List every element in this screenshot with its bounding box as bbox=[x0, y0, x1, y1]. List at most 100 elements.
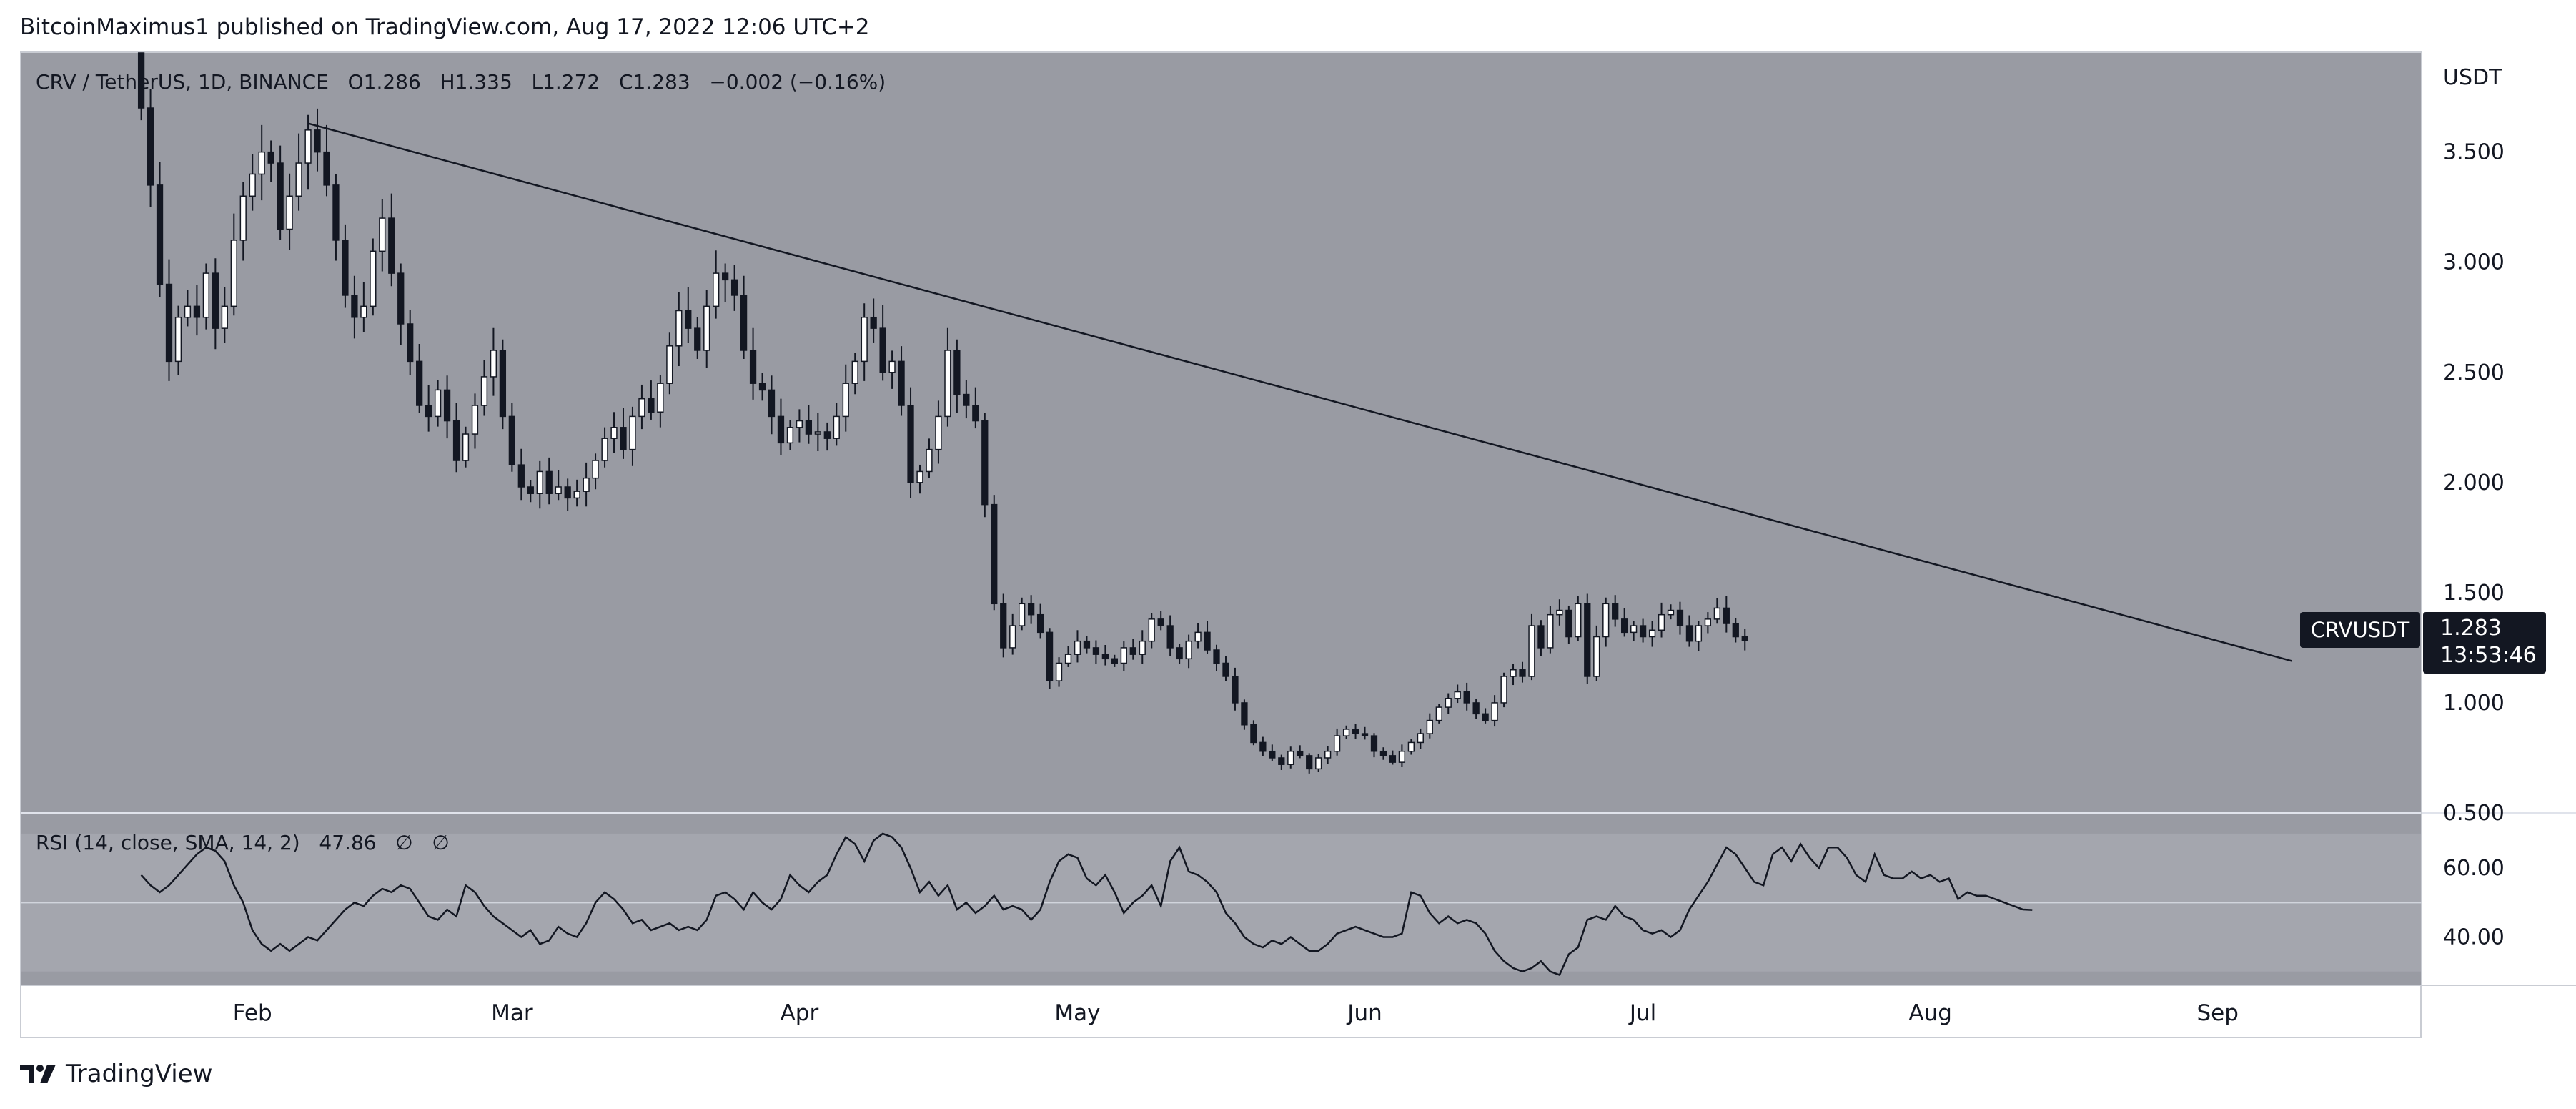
candle-down bbox=[499, 350, 507, 418]
time-axis-tick: Aug bbox=[1908, 1000, 1952, 1026]
price-axis-tick: 3.500 bbox=[2443, 140, 2505, 165]
candle-up bbox=[1630, 625, 1638, 634]
candle-up bbox=[713, 272, 720, 307]
candle-up bbox=[1055, 662, 1063, 681]
candle-up bbox=[1185, 640, 1192, 660]
candle-up bbox=[490, 350, 497, 378]
candle-down bbox=[1250, 724, 1257, 744]
candle-up bbox=[926, 448, 933, 473]
candle-down bbox=[620, 427, 627, 450]
candle-down bbox=[730, 279, 738, 296]
candle-down bbox=[1111, 658, 1118, 664]
candle-down bbox=[1027, 603, 1035, 616]
candle-down bbox=[517, 464, 525, 488]
candle-up bbox=[221, 305, 228, 329]
candle-up bbox=[1435, 706, 1442, 721]
candle-down bbox=[564, 486, 571, 499]
candle-down bbox=[1269, 750, 1276, 759]
rsi-legend-extra1: ∅ bbox=[395, 831, 413, 854]
candle-up bbox=[258, 151, 265, 175]
candle-down bbox=[1297, 750, 1304, 756]
candle-down bbox=[397, 272, 405, 325]
candle-up bbox=[1658, 613, 1665, 631]
candle-down bbox=[323, 151, 330, 186]
candle-down bbox=[898, 360, 905, 406]
candle-up bbox=[370, 250, 377, 307]
candle-up bbox=[1648, 629, 1656, 638]
candle-down bbox=[156, 184, 164, 285]
candle-down bbox=[1463, 691, 1470, 704]
candle-up bbox=[1287, 750, 1294, 765]
candle-down bbox=[740, 295, 748, 351]
descending-trendline bbox=[307, 122, 2292, 662]
candle-up bbox=[1407, 741, 1415, 752]
candle-up bbox=[1333, 735, 1341, 752]
candle-down bbox=[1036, 613, 1044, 634]
candle-up bbox=[851, 360, 858, 384]
chart-svg[interactable]: USDT 3.500 3.000 2.500 2.000 1.500 1.000 0.500 6… bbox=[0, 0, 2576, 1044]
candle-down bbox=[388, 217, 395, 274]
candle-up bbox=[573, 491, 580, 499]
candle-up bbox=[286, 195, 293, 230]
candle-up bbox=[471, 405, 479, 435]
price-tag-price: 1.283 bbox=[2440, 616, 2502, 641]
price-axis-tick: 3.000 bbox=[2443, 250, 2505, 275]
candle-up bbox=[304, 129, 312, 164]
candle-up bbox=[1019, 603, 1026, 626]
candle-up bbox=[1064, 654, 1072, 664]
candle-down bbox=[907, 405, 914, 483]
candle-up bbox=[1120, 647, 1127, 664]
candle-down bbox=[758, 383, 766, 391]
published-line: BitcoinMaximus1 published on TradingView… bbox=[20, 14, 870, 40]
candle-up bbox=[1713, 607, 1720, 620]
time-axis-tick: May bbox=[1054, 1000, 1100, 1026]
candle-up bbox=[1398, 750, 1406, 763]
candle-up bbox=[462, 433, 470, 461]
candle-down bbox=[1259, 741, 1267, 752]
candle-up bbox=[888, 360, 896, 373]
candle-down bbox=[991, 503, 998, 605]
candle-up bbox=[1139, 640, 1146, 655]
symbol-tag: CRVUSDT bbox=[2300, 612, 2420, 648]
candle-up bbox=[629, 415, 636, 450]
price-pane-bg bbox=[21, 53, 2422, 813]
candle-down bbox=[277, 162, 284, 230]
candle-down bbox=[1092, 647, 1100, 655]
rsi-legend-value: 47.86 bbox=[319, 831, 377, 854]
time-axis-tick: Jul bbox=[1628, 1000, 1656, 1026]
candle-down bbox=[805, 420, 813, 435]
candle-down bbox=[648, 398, 655, 413]
legend-change: −0.002 (−0.16%) bbox=[709, 70, 886, 94]
time-axis-tick: Jun bbox=[1346, 1000, 1382, 1026]
candle-up bbox=[786, 427, 794, 444]
candle-down bbox=[1612, 603, 1619, 620]
candle-down bbox=[1278, 757, 1285, 765]
candle-down bbox=[137, 52, 145, 109]
candle-down bbox=[1129, 647, 1136, 655]
candle-down bbox=[1101, 654, 1109, 660]
candle-up bbox=[1417, 733, 1424, 744]
candle-down bbox=[1676, 609, 1684, 626]
candle-down bbox=[1741, 636, 1748, 641]
candle-down bbox=[351, 295, 358, 318]
candle-down bbox=[963, 393, 970, 406]
candle-up bbox=[675, 310, 683, 347]
candle-up bbox=[1547, 613, 1554, 649]
candle-up bbox=[1704, 618, 1712, 626]
candle-down bbox=[1352, 729, 1359, 734]
price-axis-tick: 0.500 bbox=[2443, 801, 2505, 826]
candle-up bbox=[536, 470, 543, 494]
price-tag-countdown: 13:53:46 bbox=[2440, 643, 2537, 668]
candle-up bbox=[1148, 618, 1155, 642]
candle-down bbox=[823, 431, 831, 439]
price-axis-tick: 1.500 bbox=[2443, 581, 2505, 606]
candle-up bbox=[703, 305, 710, 351]
candle-up bbox=[638, 398, 645, 418]
price-axis-tick: 2.500 bbox=[2443, 360, 2505, 385]
candle-down bbox=[981, 420, 989, 506]
candle-up bbox=[1667, 609, 1675, 616]
candle-down bbox=[314, 129, 321, 153]
rsi-legend: RSI (14, close, SMA, 14, 2) 47.86 ∅ ∅ bbox=[36, 831, 450, 854]
candle-down bbox=[1639, 625, 1647, 638]
candle-up bbox=[1324, 750, 1332, 759]
